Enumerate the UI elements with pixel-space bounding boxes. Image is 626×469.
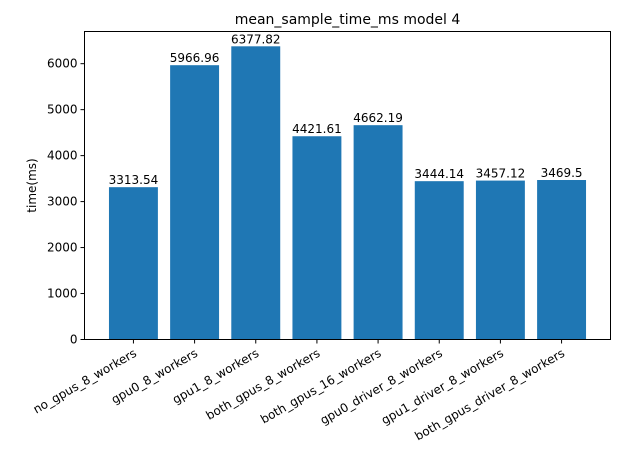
y-tick-label: 3000 (47, 195, 78, 209)
bar-gpu0_driver_8_workers (414, 181, 464, 340)
y-tick-label: 1000 (47, 287, 78, 301)
value-label: 4421.61 (292, 122, 342, 136)
bar-gpu1_driver_8_workers (475, 180, 525, 340)
y-tick-label: 0 (70, 333, 78, 347)
value-labels-layer: 3313.54 5966.96 6377.82 4421.61 4662.19 3444.… (109, 32, 583, 187)
value-label: 5966.96 (170, 51, 220, 65)
x-tick-label: no_gpus_8_workers (31, 346, 139, 417)
bar-both_gpus_8_workers (292, 136, 342, 340)
value-label: 3457.12 (476, 167, 526, 181)
y-axis: 0 1000 2000 3000 4000 5000 6000 (47, 57, 85, 347)
bar-both_gpus_16_workers (353, 125, 403, 340)
y-tick-label: 4000 (47, 149, 78, 163)
value-label: 6377.82 (231, 32, 281, 46)
bar-both_gpus_driver_8_workers (537, 180, 587, 340)
y-tick-label: 6000 (47, 57, 78, 71)
y-tick-label: 2000 (47, 241, 78, 255)
x-axis: no_gpus_8_workersgpu0_8_workersgpu1_8_wo… (31, 339, 567, 443)
plot-frame (84, 31, 611, 340)
bar-gpu1_8_workers (231, 46, 281, 340)
bar-no_gpus_8_workers (108, 187, 158, 340)
value-label: 4662.19 (353, 111, 403, 125)
chart-title: mean_sample_time_ms model 4 (235, 12, 461, 28)
bar-gpu0_8_workers (170, 65, 220, 340)
value-label: 3313.54 (109, 173, 159, 187)
value-label: 3469.5 (541, 166, 583, 180)
y-axis-label: time(ms) (25, 158, 39, 212)
bars-layer (108, 46, 587, 340)
value-label: 3444.14 (414, 167, 464, 181)
y-tick-label: 5000 (47, 103, 78, 117)
